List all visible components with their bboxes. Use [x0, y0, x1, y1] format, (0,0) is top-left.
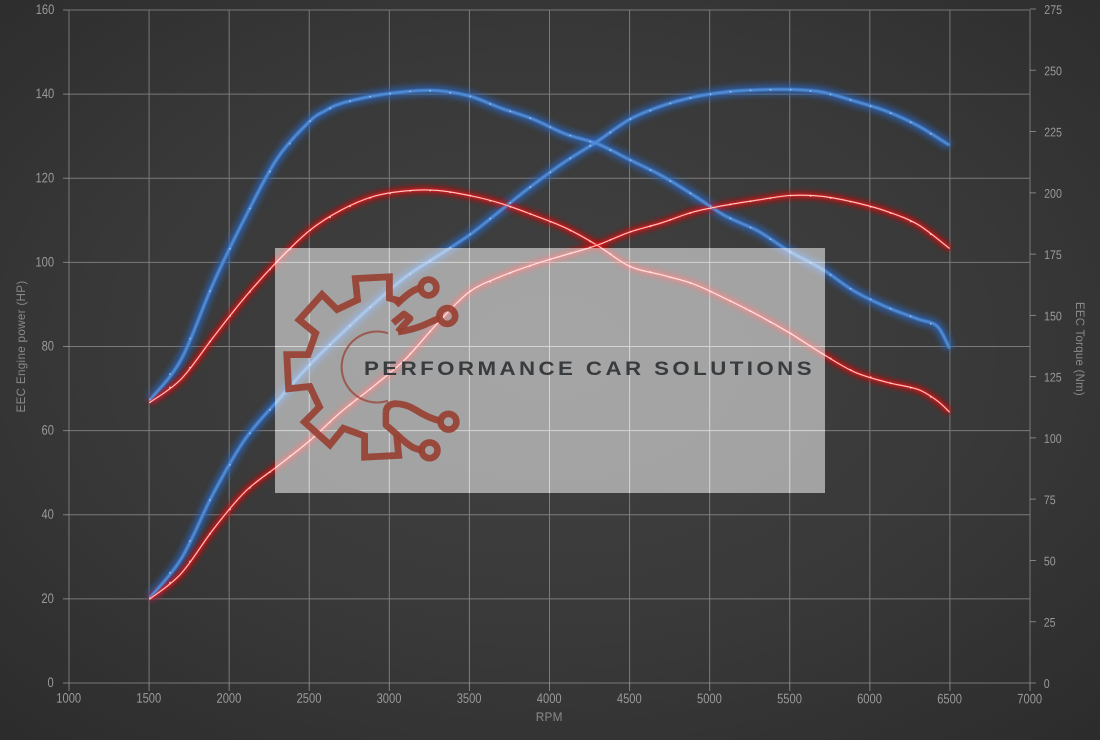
- svg-text:5000: 5000: [697, 691, 722, 706]
- svg-text:150: 150: [1044, 309, 1062, 323]
- svg-text:120: 120: [36, 170, 55, 185]
- svg-text:2000: 2000: [217, 691, 242, 706]
- svg-text:40: 40: [41, 507, 54, 522]
- svg-text:0: 0: [48, 675, 54, 690]
- svg-text:PERFORMANCE CAR SOLUTIONS: PERFORMANCE CAR SOLUTIONS: [364, 358, 815, 380]
- svg-text:160: 160: [36, 2, 55, 17]
- svg-text:100: 100: [35, 254, 54, 269]
- svg-text:25: 25: [1044, 616, 1056, 630]
- svg-text:80: 80: [42, 339, 55, 354]
- svg-text:1500: 1500: [136, 691, 161, 706]
- svg-text:2500: 2500: [297, 691, 322, 706]
- svg-text:1000: 1000: [56, 691, 81, 706]
- svg-text:6500: 6500: [937, 691, 962, 706]
- svg-text:EEC Torque (Nm): EEC Torque (Nm): [1073, 302, 1087, 396]
- svg-text:3500: 3500: [457, 691, 482, 706]
- svg-text:6000: 6000: [857, 691, 882, 706]
- svg-text:0: 0: [1044, 677, 1050, 691]
- svg-text:225: 225: [1044, 125, 1062, 139]
- svg-text:125: 125: [1044, 371, 1062, 385]
- svg-text:275: 275: [1044, 3, 1062, 17]
- svg-text:60: 60: [42, 423, 55, 438]
- svg-text:75: 75: [1044, 493, 1056, 507]
- svg-text:250: 250: [1044, 64, 1062, 78]
- svg-text:50: 50: [1044, 554, 1056, 568]
- svg-text:RPM: RPM: [536, 710, 563, 724]
- svg-text:100: 100: [1044, 432, 1062, 446]
- svg-text:3000: 3000: [377, 691, 402, 706]
- svg-text:4500: 4500: [617, 691, 642, 706]
- svg-text:7000: 7000: [1017, 691, 1042, 706]
- svg-text:200: 200: [1044, 187, 1062, 201]
- svg-text:5500: 5500: [777, 691, 802, 706]
- svg-text:175: 175: [1044, 248, 1062, 262]
- svg-text:4000: 4000: [537, 691, 562, 706]
- svg-text:140: 140: [36, 86, 55, 101]
- svg-text:EEC Engine power (HP): EEC Engine power (HP): [14, 281, 28, 413]
- svg-text:20: 20: [41, 591, 54, 606]
